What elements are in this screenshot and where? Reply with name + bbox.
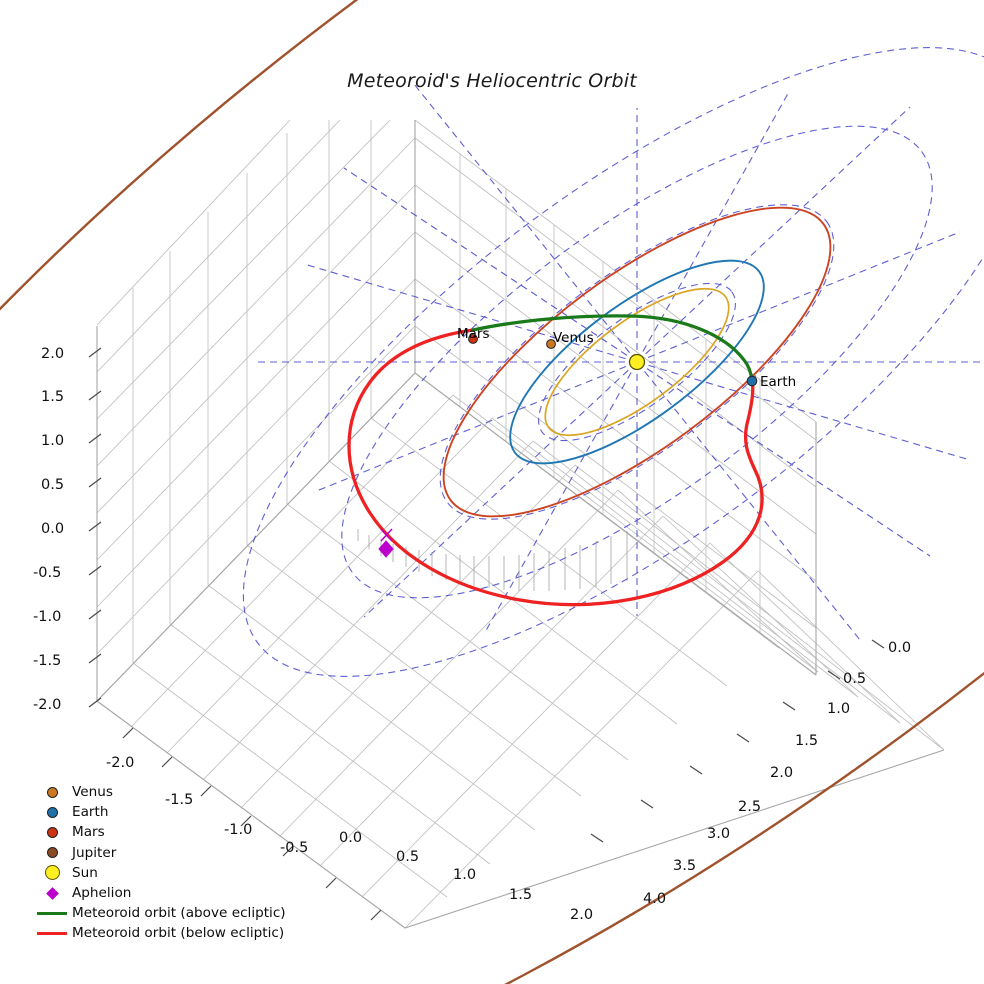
marker-sun — [628, 353, 646, 371]
legend-item-jupiter[interactable]: Jupiter — [32, 843, 294, 863]
marker-earth — [746, 375, 758, 387]
axes-box-edges — [96, 120, 945, 929]
legend-label-aphelion: Aphelion — [72, 885, 132, 902]
label-earth: Earth — [760, 374, 797, 390]
legend-label-venus: Venus — [72, 784, 113, 801]
sun-marker-icon — [32, 865, 72, 881]
ecliptic-polar-grid — [242, 47, 984, 677]
earth-marker-icon — [32, 806, 72, 818]
legend-item-orbit-above[interactable]: Meteoroid orbit (above ecliptic) — [32, 903, 294, 923]
x-tick-7: 1.5 — [509, 887, 533, 903]
meteoroid-orbit-above-ecliptic — [471, 314, 754, 382]
legend-label-sun: Sun — [72, 864, 98, 881]
x-tick-5: 0.5 — [396, 849, 420, 865]
label-venus: Venus — [553, 330, 594, 346]
jupiter-marker-icon — [32, 847, 72, 859]
axis-ticks — [88, 347, 885, 921]
legend-label-mars: Mars — [72, 824, 105, 841]
z-tick-5: -0.5 — [33, 565, 62, 581]
z-tick-6: -1.0 — [33, 609, 62, 625]
legend-label-jupiter: Jupiter — [72, 844, 117, 861]
marker-mars — [468, 334, 478, 344]
y-tick-7: 3.5 — [673, 858, 697, 874]
y-tick-8: 4.0 — [643, 891, 667, 907]
mars-marker-icon — [32, 826, 72, 838]
legend-item-earth[interactable]: Earth — [32, 802, 294, 822]
y-tick-5: 2.5 — [738, 799, 762, 815]
legend-label-earth: Earth — [72, 804, 109, 821]
x-tick-1: -1.5 — [165, 792, 194, 808]
x-tick-3: -0.5 — [280, 840, 309, 856]
y-tick-6: 3.0 — [707, 826, 731, 842]
legend-item-orbit-below[interactable]: Meteoroid orbit (below ecliptic) — [32, 923, 294, 943]
x-tick-2: -1.0 — [224, 822, 253, 838]
legend-item-aphelion[interactable]: Aphelion — [32, 883, 294, 903]
y-tick-3: 1.5 — [795, 733, 819, 749]
legend-label-orbit-above: Meteoroid orbit (above ecliptic) — [72, 905, 286, 922]
z-tick-3: 0.5 — [41, 477, 65, 493]
z-tick-1: 1.5 — [41, 389, 65, 405]
z-tick-2: 1.0 — [41, 433, 65, 449]
z-tick-7: -1.5 — [33, 653, 62, 669]
legend-item-sun[interactable]: Sun — [32, 863, 294, 883]
z-tick-4: 0.0 — [41, 521, 65, 537]
y-tick-2: 1.0 — [827, 701, 851, 717]
x-tick-4: 0.0 — [339, 830, 363, 846]
orbit-venus — [544, 287, 730, 437]
marker-venus — [546, 339, 556, 349]
legend-item-mars[interactable]: Mars — [32, 822, 294, 842]
x-tick-8: 2.0 — [570, 907, 594, 923]
red-line-icon — [32, 932, 72, 935]
aphelion-diamond-icon — [32, 886, 72, 900]
legend-label-orbit-below: Meteoroid orbit (below ecliptic) — [72, 925, 285, 942]
z-tick-0: 2.0 — [41, 346, 65, 362]
meteoroid-orbit-below-ecliptic — [347, 328, 764, 607]
legend-item-venus[interactable]: Venus — [32, 782, 294, 802]
y-tick-4: 2.0 — [770, 765, 794, 781]
legend: Venus Earth Mars Jupiter Sun Aphelion — [32, 782, 294, 944]
green-line-icon — [32, 911, 72, 915]
marker-aphelion — [378, 528, 394, 558]
y-tick-0: 0.0 — [888, 640, 912, 656]
y-tick-1: 0.5 — [843, 671, 867, 687]
venus-marker-icon — [32, 786, 72, 798]
x-tick-6: 1.0 — [453, 867, 477, 883]
x-tick-0: -2.0 — [106, 755, 135, 771]
z-tick-8: -2.0 — [33, 697, 62, 713]
orbit-mars — [442, 206, 832, 518]
label-mars: Mars — [457, 326, 490, 342]
